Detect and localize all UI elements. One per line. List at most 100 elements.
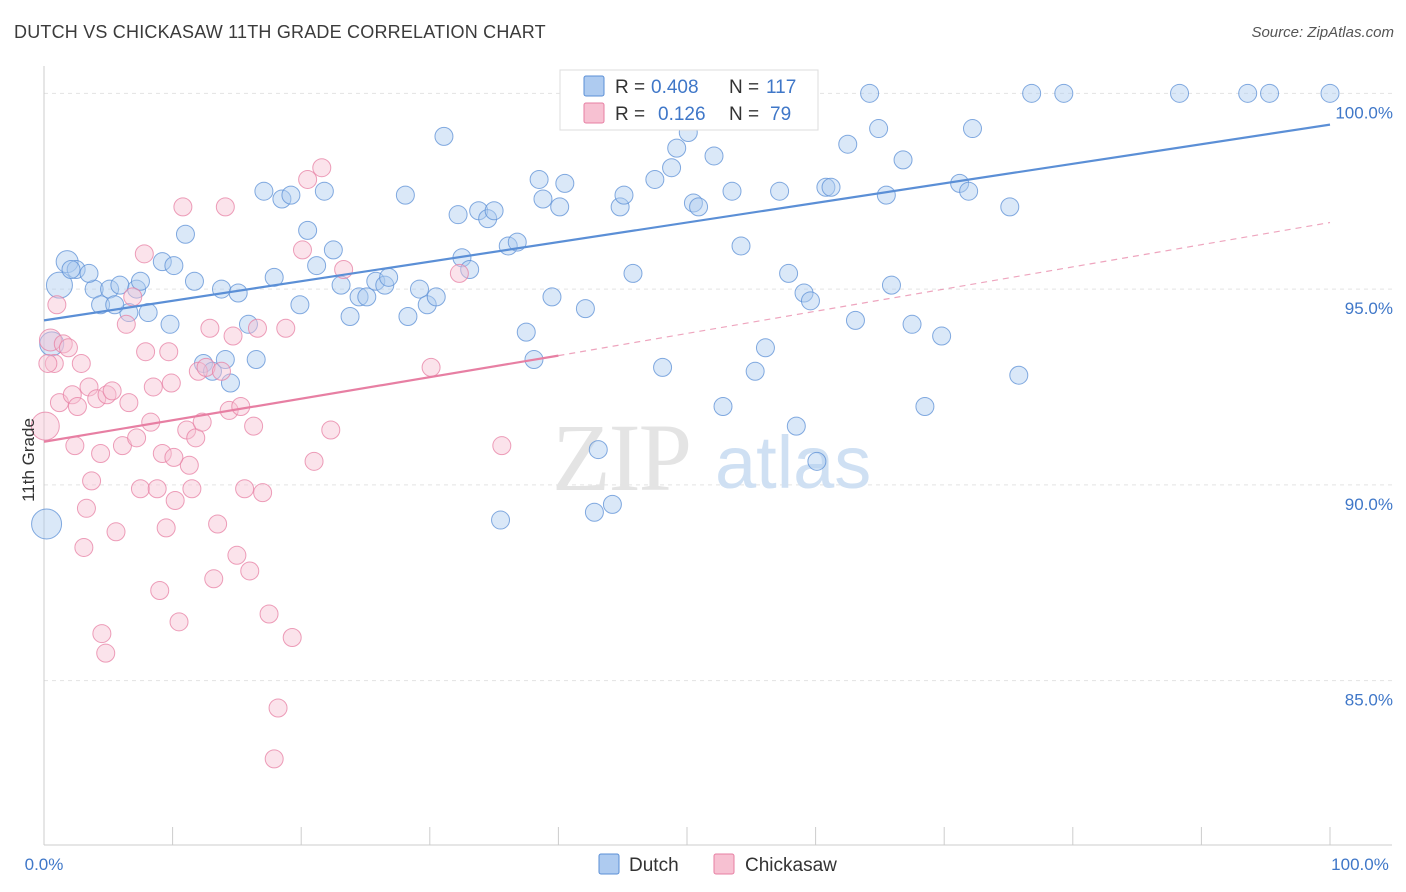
data-point-dutch — [555, 173, 575, 193]
data-point-dutch — [484, 201, 504, 221]
data-point-chickasaw — [143, 377, 163, 397]
data-point-chickasaw — [211, 361, 231, 381]
data-point-dutch — [610, 197, 630, 217]
x-tick-label: 100.0% — [1331, 855, 1389, 874]
y-tick-label: 85.0% — [1345, 691, 1393, 710]
data-point-chickasaw — [182, 479, 202, 499]
data-point-chickasaw — [106, 522, 126, 542]
data-point-dutch — [584, 502, 604, 522]
data-point-dutch — [755, 338, 775, 358]
data-point-chickasaw — [119, 393, 139, 413]
data-point-dutch — [821, 177, 841, 197]
data-point-chickasaw — [240, 561, 260, 581]
data-point-chickasaw — [298, 169, 318, 189]
data-point-dutch — [228, 283, 248, 303]
data-point-dutch — [314, 181, 334, 201]
data-point-chickasaw — [276, 318, 296, 338]
data-point-dutch — [448, 205, 468, 225]
data-point-dutch — [713, 397, 733, 417]
data-point-chickasaw — [92, 624, 112, 644]
data-point-chickasaw — [165, 490, 185, 510]
data-point-dutch — [786, 416, 806, 436]
data-point-chickasaw — [62, 385, 82, 405]
data-point-chickasaw — [161, 373, 181, 393]
y-tick-label: 100.0% — [1335, 103, 1393, 122]
data-point-dutch — [379, 267, 399, 287]
data-point-dutch — [667, 138, 687, 158]
data-point-dutch — [1054, 83, 1074, 103]
data-point-dutch — [307, 256, 327, 276]
axes — [43, 66, 1392, 846]
data-point-dutch — [683, 193, 703, 213]
data-point-dutch — [1238, 83, 1258, 103]
legend-r-dutch: 0.408 — [651, 77, 699, 98]
data-point-dutch — [623, 263, 643, 283]
series-legend-swatch-chickasaw — [713, 853, 735, 875]
chart-title: DUTCH VS CHICKASAW 11TH GRADE CORRELATIO… — [14, 22, 546, 42]
data-point-chickasaw — [58, 338, 78, 358]
data-point-chickasaw — [53, 334, 73, 354]
data-point-chickasaw — [179, 455, 199, 475]
data-point-chickasaw — [292, 240, 312, 260]
data-point-dutch — [184, 271, 204, 291]
data-point-chickasaw — [247, 318, 267, 338]
data-point-chickasaw — [147, 479, 167, 499]
data-points — [30, 83, 1340, 769]
data-point-chickasaw — [449, 263, 469, 283]
data-point-chickasaw — [47, 295, 67, 315]
data-point-dutch — [645, 169, 665, 189]
series-legend: Dutch Chickasaw — [598, 853, 837, 876]
data-point-chickasaw — [134, 244, 154, 264]
data-point-chickasaw — [97, 385, 117, 405]
data-point-dutch — [845, 310, 865, 330]
data-point-dutch — [398, 306, 418, 326]
data-point-dutch — [175, 224, 195, 244]
data-point-dutch — [770, 181, 790, 201]
data-point-chickasaw — [253, 483, 273, 503]
data-point-dutch — [816, 177, 836, 197]
data-point-chickasaw — [71, 353, 91, 373]
data-point-dutch — [588, 440, 608, 460]
data-point-dutch — [516, 322, 536, 342]
data-point-dutch — [902, 314, 922, 334]
data-point-dutch — [689, 197, 709, 217]
legend-r-label: R = — [615, 104, 645, 125]
series-legend-dutch: Dutch — [629, 855, 679, 876]
series-legend-chickasaw: Chickasaw — [745, 855, 837, 876]
data-point-dutch — [1009, 365, 1029, 385]
data-point-chickasaw — [421, 357, 441, 377]
data-point-dutch — [160, 314, 180, 334]
data-point-chickasaw — [127, 428, 147, 448]
y-tick-label: 90.0% — [1345, 495, 1393, 514]
trend-lines — [43, 123, 1331, 443]
data-point-dutch — [662, 158, 682, 178]
data-point-chickasaw — [102, 381, 122, 401]
data-point-chickasaw — [164, 447, 184, 467]
trend-extension-chickasaw — [558, 221, 1331, 357]
data-point-chickasaw — [136, 342, 156, 362]
data-point-dutch — [860, 83, 880, 103]
data-point-dutch — [1170, 83, 1190, 103]
data-point-dutch — [340, 306, 360, 326]
data-point-dutch — [91, 295, 111, 315]
trend-line-chickasaw — [43, 354, 559, 443]
data-point-dutch — [962, 119, 982, 139]
legend-n-chickasaw: 79 — [770, 104, 791, 125]
data-point-chickasaw — [321, 420, 341, 440]
data-point-dutch — [290, 295, 310, 315]
data-point-dutch — [1000, 197, 1020, 217]
data-point-dutch — [915, 397, 935, 417]
data-point-dutch — [298, 220, 318, 240]
data-point-chickasaw — [312, 158, 332, 178]
trend-line-dutch — [43, 123, 1331, 322]
data-point-dutch — [959, 181, 979, 201]
data-point-chickasaw — [152, 444, 172, 463]
data-point-dutch — [238, 314, 258, 334]
data-point-dutch — [529, 169, 549, 189]
tick-labels: 85.0% 90.0% 95.0% 100.0% 0.0% 100.0% — [25, 103, 1393, 874]
data-point-dutch — [357, 287, 377, 307]
data-point-dutch — [653, 357, 673, 377]
data-point-dutch — [893, 150, 913, 170]
data-point-chickasaw — [96, 643, 116, 663]
